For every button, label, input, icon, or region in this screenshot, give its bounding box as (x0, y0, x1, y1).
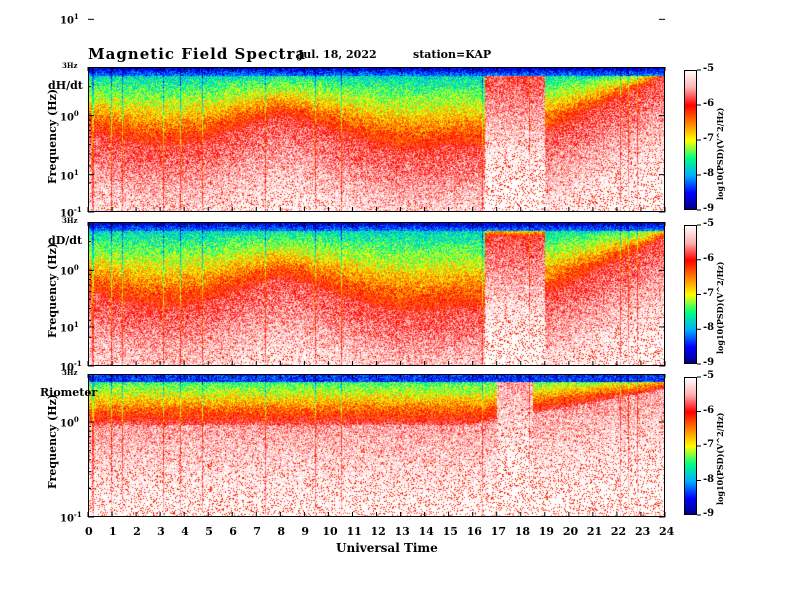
x-tick-label: 7 (253, 525, 261, 538)
x-tick-label: 8 (277, 525, 285, 538)
y-tick-label: 10-1 (60, 205, 82, 220)
colorbar-frame-2 (684, 225, 697, 364)
x-tick-label: 6 (229, 525, 237, 538)
colorbar-tick-label: -7 (703, 439, 715, 450)
colorbar-tick-label: -8 (703, 322, 715, 334)
panel-label-3: Riometer (40, 386, 98, 399)
y-tick-label: 101 (60, 319, 79, 335)
colorbar-3 (684, 377, 697, 515)
x-tick-label: 19 (538, 525, 555, 538)
x-tick-label: 18 (514, 525, 531, 538)
x-tick-label: 23 (634, 525, 651, 538)
colorbar-1 (684, 70, 697, 210)
x-tick-label: 5 (205, 525, 213, 538)
y-tick-label: 10-1 (60, 510, 82, 525)
x-tick-label: 21 (586, 525, 603, 538)
spectrogram-1 (88, 67, 665, 212)
x-tick-label: 12 (370, 525, 386, 538)
x-tick-label: 24 (659, 525, 675, 538)
spectrogram-3 (88, 374, 665, 517)
x-tick-label: 1 (109, 525, 117, 538)
colorbar-tick-label: -9 (703, 203, 715, 214)
y-tick-label: 100 (60, 108, 79, 123)
colorbar-tick-label: -9 (703, 508, 715, 519)
y-tick-label: 10-1 (60, 359, 82, 374)
station-label: station=KAP (413, 48, 492, 61)
y-tick-label: 100 (60, 263, 79, 278)
colorbar-frame-3 (684, 377, 697, 515)
x-tick-label: 0 (85, 525, 93, 538)
colorbar-tick-label: -6 (703, 404, 715, 416)
colorbar-tick-label: -7 (703, 133, 715, 144)
spectrogram-2 (88, 222, 665, 366)
colorbar-tick-label: -6 (703, 98, 715, 109)
colorbar-tick-label: -5 (703, 218, 715, 229)
y-top-label-2: 3Hz (62, 216, 78, 225)
colorbar-tick-label: -8 (703, 473, 715, 485)
x-tick-label: 14 (418, 525, 434, 538)
y-top-label-1: 3Hz (62, 61, 78, 70)
figure-title: Magnetic Field Spectra (88, 45, 307, 63)
colorbar-tick-label: -5 (703, 63, 715, 74)
colorbar-2 (684, 225, 697, 364)
x-tick-label: 17 (490, 525, 507, 538)
y-tick-label: 101 (60, 12, 79, 27)
date-label: Jul. 18, 2022 (298, 48, 377, 61)
x-tick-label: 16 (466, 525, 482, 538)
colorbar-tick-label: -8 (703, 168, 715, 179)
x-tick-label: 13 (394, 525, 410, 538)
x-tick-label: 22 (610, 525, 627, 538)
colorbar-tick-label: -7 (703, 287, 715, 299)
x-tick-label: 3 (157, 525, 165, 538)
colorbar-tick-label: -5 (703, 370, 715, 381)
y-tick-label: 100 (60, 414, 79, 430)
x-tick-label: 11 (346, 525, 362, 538)
x-tick-label: 10 (322, 525, 338, 538)
x-tick-label: 15 (442, 525, 458, 538)
y-top-label-3: 3Hz (62, 368, 78, 377)
x-tick-label: 9 (301, 525, 310, 538)
x-tick-label: 4 (181, 525, 189, 538)
colorbar-tick-label: -6 (703, 252, 715, 264)
colorbar-frame-1 (684, 70, 697, 210)
y-tick-label: 101 (60, 167, 79, 182)
x-axis-label: Universal Time (336, 541, 438, 555)
x-tick-label: 2 (133, 525, 141, 538)
panel-label-1: dH/dt (48, 79, 83, 92)
colorbar-tick-label: -9 (703, 357, 715, 368)
x-tick-label: 20 (562, 525, 579, 538)
panel-label-2: dD/dt (48, 234, 83, 247)
